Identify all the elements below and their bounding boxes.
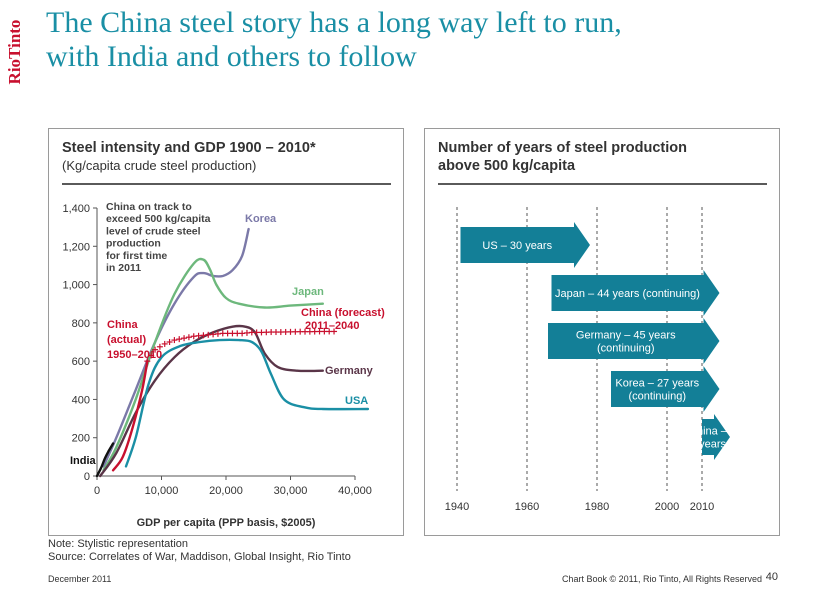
india-label: India: [70, 455, 97, 467]
series-korea: [102, 227, 250, 468]
annotation-line: level of crude steel: [106, 225, 201, 237]
china-actual-line: 1950–2010: [107, 349, 162, 361]
series-japan: [102, 257, 324, 472]
title-line-1: The China steel story has a long way lef…: [46, 6, 622, 39]
page-number: 40: [765, 571, 778, 583]
years-timeline-chart: 1940 1960 1980 2000 2010 US – 30 years Japan –…: [445, 207, 730, 513]
x-tick-label: 40,000: [338, 485, 372, 497]
year-tick-label: 2000: [655, 501, 679, 513]
left-panel-rule: [62, 183, 391, 185]
timeline-bar-label-line: Germany – 45 years: [576, 330, 676, 342]
timeline-bar-label-line: US – 30 years: [482, 240, 552, 252]
right-panel-rule: [438, 183, 767, 185]
right-title-line-1: Number of years of steel production: [438, 140, 687, 156]
logo-text: RioTinto: [5, 19, 24, 85]
year-tick-label: 1940: [445, 501, 469, 513]
notes: Note: Stylistic representation Source: C…: [48, 538, 351, 564]
source-text: Source: Correlates of War, Maddison, Glo…: [48, 551, 351, 563]
right-title-line-2: above 500 kg/capita: [438, 158, 576, 174]
timeline-bar-label-line: Korea – 27 years: [615, 378, 699, 390]
y-tick-label: 1,200: [62, 241, 90, 253]
timeline-arrow: [551, 270, 720, 316]
china-forecast-line: 2011–2040: [305, 320, 359, 332]
timeline-arrow: [611, 366, 720, 412]
timeline-bar-label: Korea – 27 years (continuing): [615, 378, 699, 403]
china-forecast-label: China (forecast) 2011–2040: [301, 307, 385, 332]
timeline-bar-label-line: 0 years: [690, 439, 727, 451]
japan-label: Japan: [292, 286, 324, 298]
footer-copyright: Chart Book © 2011, Rio Tinto, All Rights…: [561, 574, 762, 584]
series-usa: [124, 338, 370, 468]
annotation-line: in 2011: [106, 262, 141, 274]
year-tick-label: 2010: [690, 501, 714, 513]
usa-label: USA: [345, 395, 368, 407]
footer-date: December 2011: [48, 574, 112, 584]
steel-intensity-chart: 0 200 400 600 800 1,000 1,200 1,400 0 10,000 20,00…: [62, 201, 385, 529]
korea-label: Korea: [245, 213, 277, 225]
y-tick-label: 600: [72, 356, 90, 368]
annotation-line: exceed 500 kg/capita: [106, 213, 211, 225]
timeline-arrow: [702, 414, 730, 460]
rio-tinto-logo: RioTinto: [4, 8, 26, 94]
timeline-bar-label: Germany – 45 years (continuing): [576, 330, 676, 355]
y-tick-label: 400: [72, 394, 90, 406]
timeline-bar-label-line: China –: [689, 426, 728, 438]
x-tick-label: 10,000: [145, 485, 179, 497]
x-tick-label: 30,000: [274, 485, 308, 497]
y-tick-label: 1,400: [62, 203, 90, 215]
year-tick-label: 1960: [515, 501, 539, 513]
left-panel-title: Steel intensity and GDP 1900 – 2010*: [62, 140, 316, 156]
year-tick-label: 1980: [585, 501, 609, 513]
annotation-line: for first time: [106, 250, 167, 262]
title-line-2: with India and others to follow: [46, 40, 417, 73]
left-panel-subtitle: (Kg/capita crude steel production): [62, 158, 257, 173]
germany-label: Germany: [325, 365, 374, 377]
series-india: [95, 442, 115, 478]
china-actual-line: China: [107, 319, 138, 331]
china-actual-label: China (actual) 1950–2010: [107, 319, 162, 361]
timeline-bar-label: China –0 years: [689, 426, 728, 451]
timeline-arrow: [460, 222, 590, 268]
china-annotation: China on track to exceed 500 kg/capita lev…: [106, 201, 211, 274]
page-title: The China steel story has a long way lef…: [46, 6, 816, 74]
timeline-bar-label-line: (continuing): [629, 391, 686, 403]
annotation-line: China on track to: [106, 201, 192, 213]
steel-intensity-panel: Steel intensity and GDP 1900 – 2010* (Kg…: [48, 128, 404, 536]
timeline-arrow: [548, 318, 720, 364]
timeline-bar-label: Japan – 44 years (continuing): [555, 288, 700, 300]
years-production-panel: Number of years of steel production abov…: [424, 128, 780, 536]
timeline-bar-label: US – 30 years: [482, 240, 552, 252]
x-axis-label: GDP per capita (PPP basis, $2005): [137, 517, 316, 529]
y-tick-label: 200: [72, 433, 90, 445]
y-tick-label: 0: [84, 471, 90, 483]
y-tick-label: 800: [72, 318, 90, 330]
china-forecast-line: China (forecast): [301, 307, 385, 319]
right-panel-title: Number of years of steel production abov…: [438, 139, 687, 175]
x-tick-label: 0: [94, 485, 100, 497]
timeline-bar-label-line: (continuing): [597, 343, 654, 355]
x-tick-label: 20,000: [209, 485, 243, 497]
series-china-forecast-2011-2040: [144, 328, 338, 365]
annotation-line: production: [106, 238, 161, 250]
timeline-bar-label-line: Japan – 44 years (continuing): [555, 288, 700, 300]
series-china-actual-1950-2010: [111, 359, 149, 472]
note-text: Note: Stylistic representation: [48, 538, 189, 550]
china-actual-line: (actual): [107, 334, 146, 346]
y-tick-label: 1,000: [62, 280, 90, 292]
